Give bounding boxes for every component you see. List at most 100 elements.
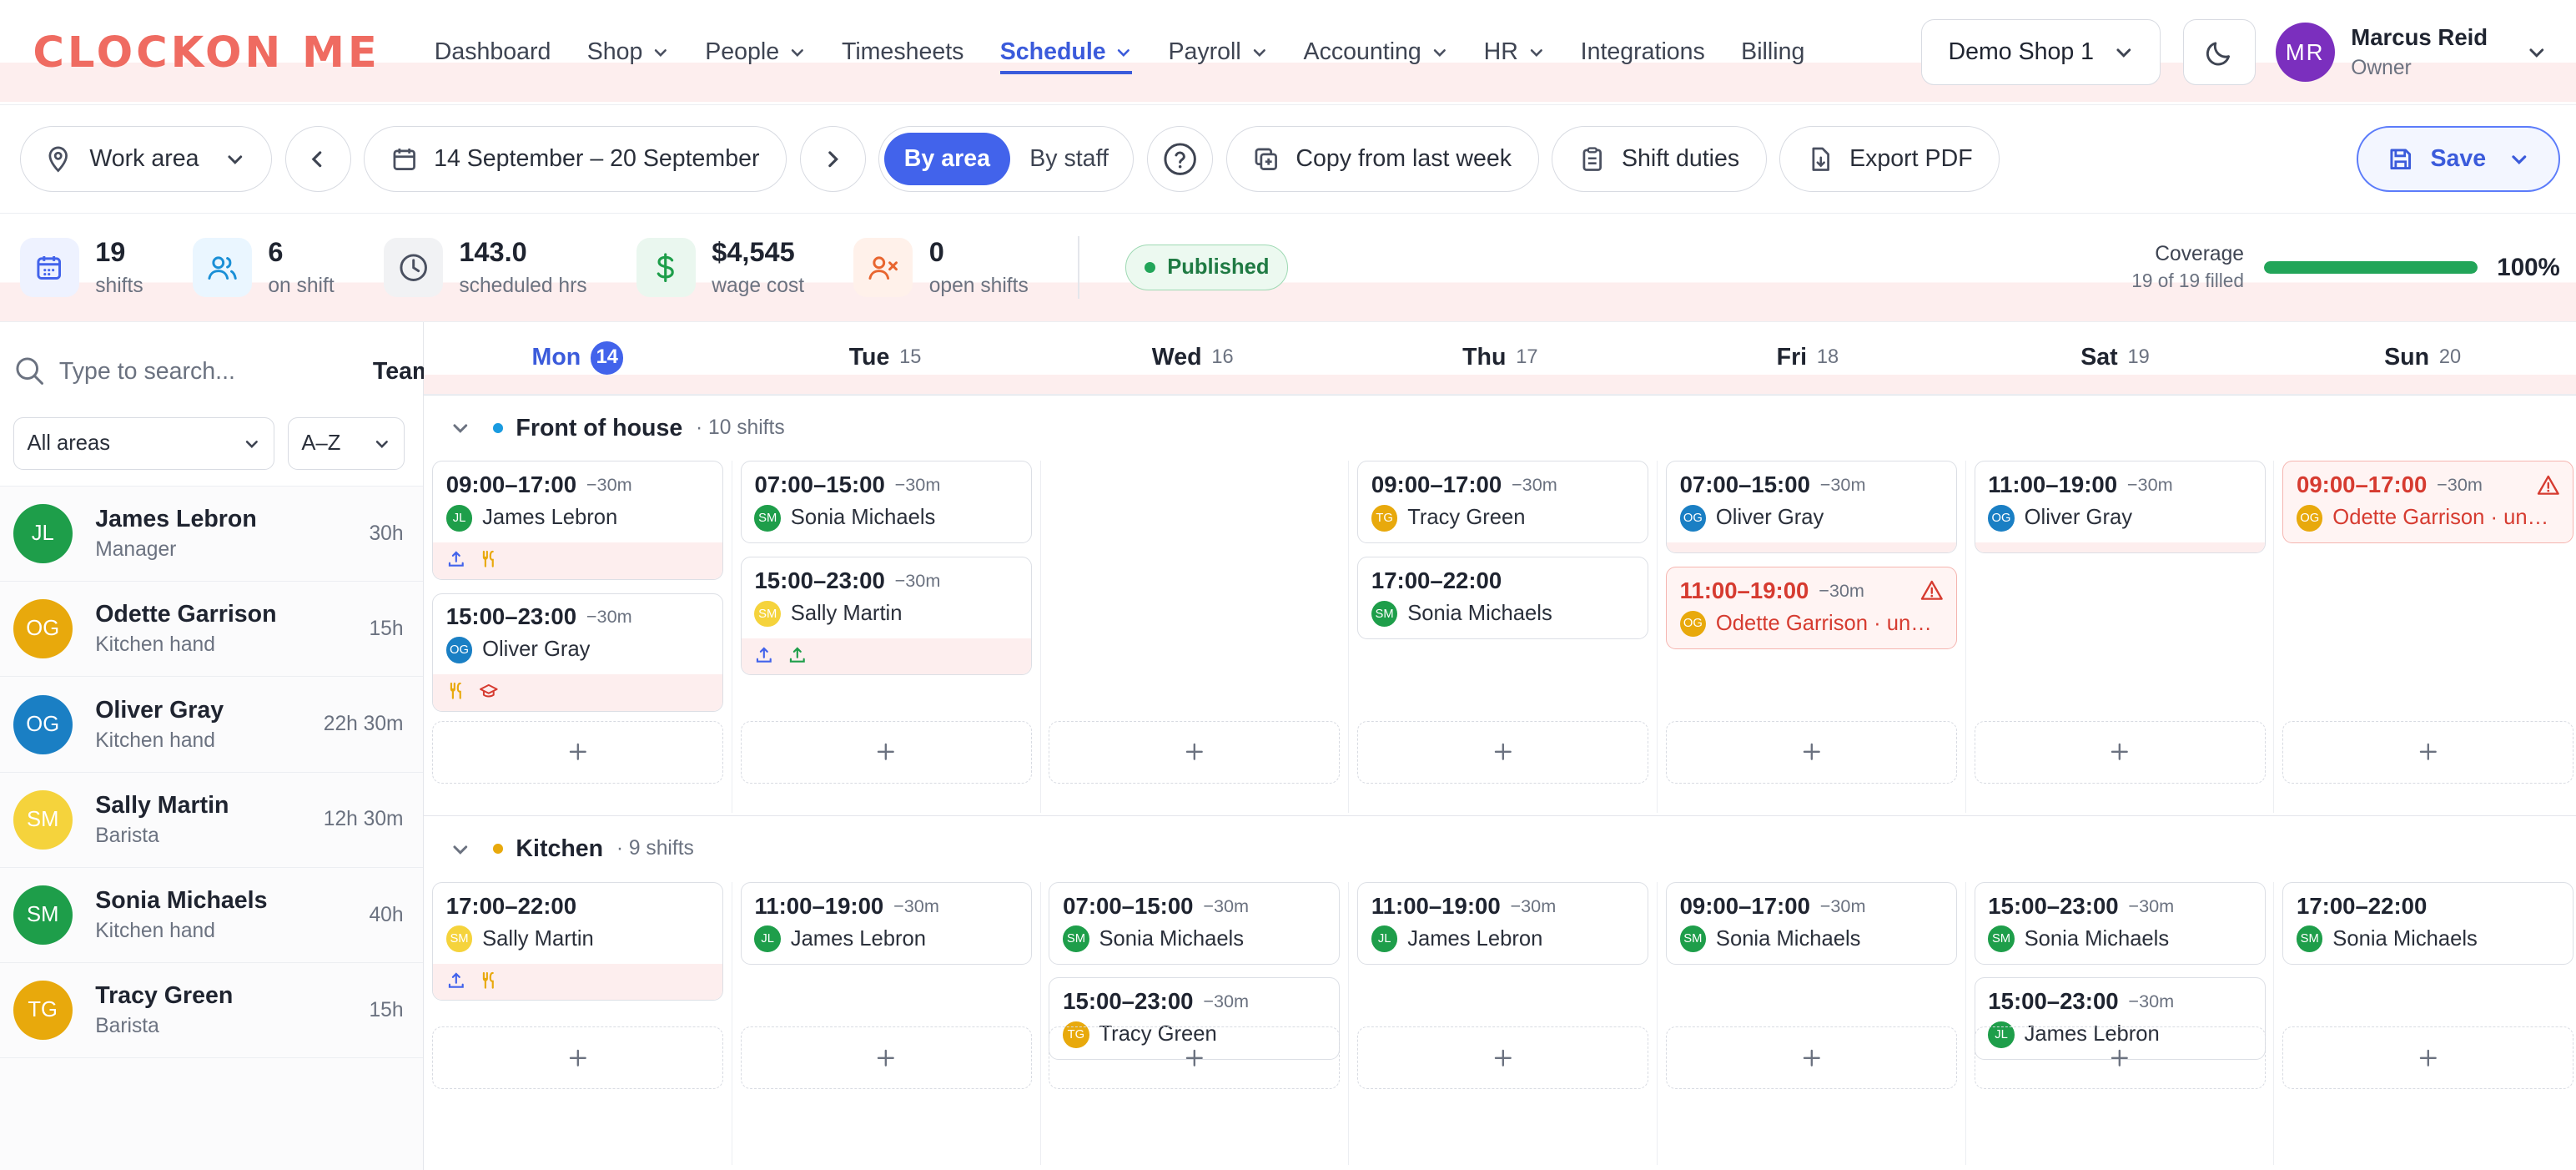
graduation-cap-icon [479, 681, 499, 701]
theme-toggle-button[interactable] [2183, 19, 2257, 85]
add-shift-button[interactable] [1665, 1026, 1957, 1089]
staff-row[interactable]: JL James Lebron Manager 30h [0, 487, 424, 582]
day-header-thu[interactable]: Thu 17 [1346, 322, 1654, 394]
add-shift-button[interactable] [2282, 1026, 2574, 1089]
view-by-staff-button[interactable]: By staff [1029, 145, 1109, 173]
nav-item-shop[interactable]: Shop [569, 0, 687, 104]
add-shift-button[interactable] [1665, 720, 1957, 784]
add-shift-button[interactable] [2282, 720, 2574, 784]
day-number: 17 [1516, 346, 1538, 369]
shift-duties-button[interactable]: Shift duties [1552, 126, 1767, 192]
add-shift-button[interactable] [1049, 720, 1341, 784]
day-header-fri[interactable]: Fri 18 [1654, 322, 1962, 394]
shift-card[interactable]: 09:00–17:00 −30m JL James Lebron [432, 461, 724, 580]
shift-staff-avatar: SM [1063, 925, 1089, 952]
shift-card[interactable]: 07:00–15:00 −30m SM Sonia Michaels [1049, 881, 1341, 965]
shift-card[interactable]: 07:00–15:00 −30m SM Sonia Michaels [740, 461, 1032, 544]
staff-row[interactable]: TG Tracy Green Barista 15h [0, 963, 424, 1059]
shift-card[interactable]: 09:00–17:00 −30m SM Sonia Michaels [1665, 881, 1957, 965]
staff-row[interactable]: OG Odette Garrison Kitchen hand 15h [0, 582, 424, 678]
shift-card[interactable]: 17:00–22:00 SM Sonia Michaels [2282, 881, 2574, 965]
day-cell: 07:00–15:00 −30m SM Sonia Michaels 15:00–23:… [732, 461, 1041, 813]
add-shift-button[interactable] [432, 720, 724, 784]
view-by-area-button[interactable]: By area [884, 133, 1010, 186]
staff-role: Barista [95, 1015, 159, 1038]
stat-wage: $4,545 wage cost [636, 237, 804, 298]
shift-card[interactable]: 15:00–23:00 −30m OG Oliver Gray [432, 593, 724, 712]
export-pdf-button[interactable]: Export PDF [1779, 126, 2000, 192]
add-shift-button[interactable] [1357, 720, 1649, 784]
nav-item-accounting[interactable]: Accounting [1285, 0, 1466, 104]
shift-time: 17:00–22:00 [445, 892, 577, 919]
add-shift-button[interactable] [740, 1026, 1032, 1089]
shift-card[interactable]: 15:00–23:00 −30m JL James Lebron [1974, 977, 2266, 1061]
add-shift-button[interactable] [740, 720, 1032, 784]
shift-card[interactable]: 11:00–19:00 −30m OG Odette Garrison · unava… [1665, 567, 1957, 649]
shift-card[interactable]: 07:00–15:00 −30m OG Oliver Gray [1665, 461, 1957, 554]
shift-staff-avatar: JL [1988, 1021, 2015, 1048]
user-menu[interactable]: MR Marcus Reid Owner [2275, 23, 2576, 82]
nav-item-schedule[interactable]: Schedule [982, 0, 1150, 104]
staff-row[interactable]: OG Oliver Gray Kitchen hand 22h 30m [0, 677, 424, 773]
map-pin-icon [43, 144, 73, 174]
copy-last-week-button[interactable]: Copy from last week [1225, 126, 1539, 192]
add-shift-button[interactable] [432, 1026, 724, 1089]
stat-on-shift-value: 6 [268, 237, 284, 268]
area-header[interactable]: Kitchen · 9 shifts [424, 816, 2576, 882]
add-shift-button[interactable] [1357, 1026, 1649, 1089]
app-logo[interactable]: CLOCKON ME [33, 27, 380, 78]
shift-card[interactable]: 15:00–23:00 −30m SM Sally Martin [740, 557, 1032, 676]
area-filter-select[interactable]: All areas [13, 417, 274, 471]
next-week-button[interactable] [799, 126, 866, 192]
sort-select[interactable]: A–Z [287, 417, 405, 471]
shift-card[interactable]: 09:00–17:00 −30m TG Tracy Green [1357, 461, 1649, 544]
shop-selector[interactable]: Demo Shop 1 [1921, 19, 2161, 85]
work-area-selector[interactable]: Work area [19, 126, 273, 192]
shift-card[interactable]: 11:00–19:00 −30m JL James Lebron [740, 881, 1032, 965]
nav-item-dashboard[interactable]: Dashboard [416, 0, 569, 104]
nav-item-timesheets[interactable]: Timesheets [823, 0, 982, 104]
staff-search-input[interactable] [58, 357, 373, 386]
staff-row[interactable]: SM Sonia Michaels Kitchen hand 40h [0, 868, 424, 964]
save-button[interactable]: Save [2356, 126, 2560, 192]
day-header-wed[interactable]: Wed 16 [1039, 322, 1346, 394]
coverage-meter: Coverage 19 of 19 filled 100% [2131, 243, 2560, 292]
shift-card[interactable]: 11:00–19:00 −30m JL James Lebron [1357, 881, 1649, 965]
staff-row[interactable]: SM Sally Martin Barista 12h 30m [0, 773, 424, 868]
area-header[interactable]: Front of house · 10 shifts [424, 396, 2576, 461]
status-badge-label: Published [1167, 255, 1270, 280]
day-cell: 15:00–23:00 −30m SM Sonia Michaels 15:00–23:… [1966, 881, 2275, 1165]
shift-card[interactable]: 17:00–22:00 SM Sally Martin [432, 881, 724, 1001]
day-header-sun[interactable]: Sun 20 [2269, 322, 2576, 394]
shift-break: −30m [586, 606, 632, 628]
nav-item-billing[interactable]: Billing [1723, 0, 1823, 104]
chevron-down-icon[interactable] [450, 418, 470, 438]
staff-hours: 15h [369, 617, 404, 640]
nav-item-people[interactable]: People [687, 0, 824, 104]
nav-item-integrations[interactable]: Integrations [1562, 0, 1723, 104]
previous-week-button[interactable] [284, 126, 351, 192]
day-header-mon[interactable]: Mon 14 [424, 322, 732, 394]
shift-time: 09:00–17:00 [2296, 472, 2428, 498]
stat-shifts-label: shifts [95, 274, 143, 297]
day-header-sat[interactable]: Sat 19 [1961, 322, 2269, 394]
shift-card[interactable]: 11:00–19:00 −30m OG Oliver Gray [1974, 461, 2266, 554]
shift-card[interactable]: 15:00–23:00 −30m SM Sonia Michaels [1974, 881, 2266, 965]
shift-card[interactable]: 17:00–22:00 SM Sonia Michaels [1357, 557, 1649, 640]
nav-item-payroll[interactable]: Payroll [1150, 0, 1285, 104]
chevron-down-icon[interactable] [450, 840, 470, 860]
staff-hours: 12h 30m [323, 808, 404, 831]
date-range-picker[interactable]: 14 September – 20 September [364, 126, 787, 192]
export-pdf-label: Export PDF [1849, 145, 1973, 173]
shift-card[interactable]: 15:00–23:00 −30m TG Tracy Green [1049, 977, 1341, 1061]
shift-time: 09:00–17:00 [445, 472, 577, 498]
shift-card[interactable]: 09:00–17:00 −30m OG Odette Garrison · unava… [2282, 461, 2574, 544]
nav-item-hr[interactable]: HR [1466, 0, 1562, 104]
day-header-tue[interactable]: Tue 15 [732, 322, 1039, 394]
day-cell [1041, 461, 1350, 813]
plus-icon [1493, 742, 1513, 762]
add-shift-button[interactable] [1049, 1026, 1341, 1089]
help-button[interactable] [1147, 126, 1213, 192]
add-shift-button[interactable] [1974, 720, 2266, 784]
add-shift-button[interactable] [1974, 1026, 2266, 1089]
